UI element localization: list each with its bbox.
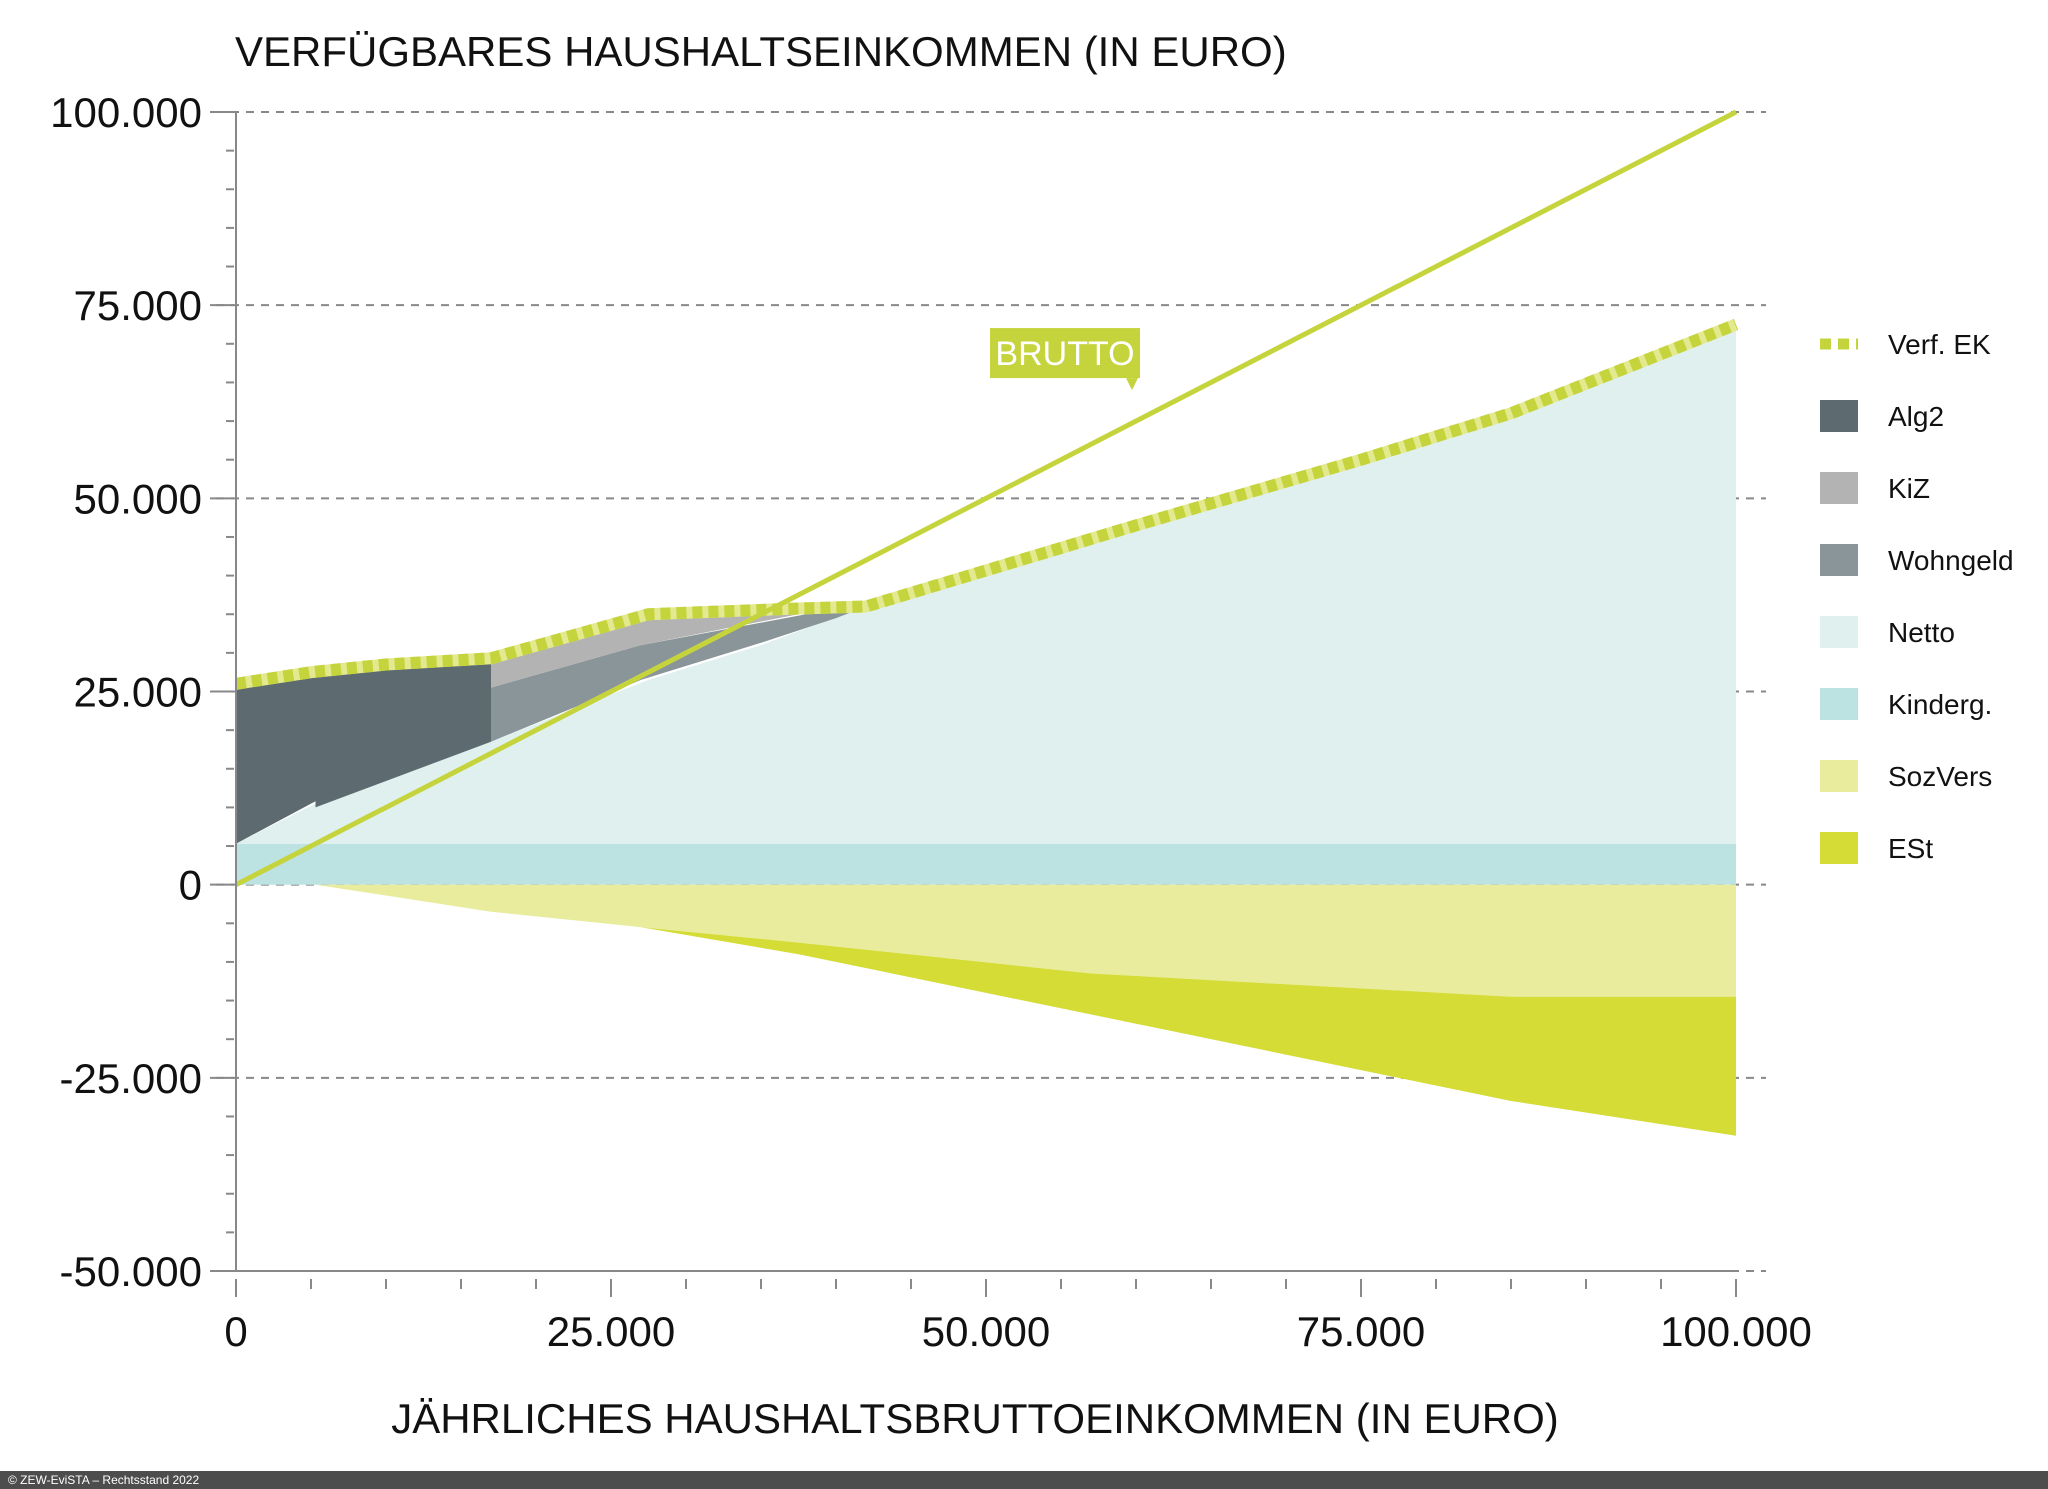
area-netto: [236, 328, 1736, 844]
area-series: [236, 328, 1736, 1136]
legend-label: Kinderg.: [1888, 689, 1992, 720]
x-tick-label: 75.000: [1297, 1308, 1425, 1355]
legend-label: Alg2: [1888, 401, 1944, 432]
brutto-label-box: [990, 328, 1140, 379]
legend-swatch: [1820, 760, 1858, 792]
line-series: [234, 109, 1739, 887]
area-wohngeld: [491, 606, 866, 742]
legend: Verf. EK Alg2 KiZ Wohngeld Netto Kinderg. SozV…: [1820, 329, 2014, 864]
legend-label: ESt: [1888, 833, 1933, 864]
legend-label: Wohngeld: [1888, 545, 2014, 576]
brutto-label-pointer: [1126, 378, 1138, 391]
area-kinderg: [236, 843, 1736, 885]
y-tick-label: -50.000: [60, 1248, 202, 1295]
legend-swatch: [1820, 472, 1858, 504]
x-axis-label: JÄHRLICHES HAUSHALTSBRUTTOEINKOMMEN (IN …: [391, 1395, 1559, 1442]
legend-label: Verf. EK: [1888, 329, 1991, 360]
x-tick-label: 50.000: [922, 1308, 1050, 1355]
tick-labels: -50.000 -25.000 0 25.000 50.000 75.000 100.000…: [50, 89, 1812, 1355]
y-tick-label: -25.000: [60, 1055, 202, 1102]
legend-swatch: [1820, 544, 1858, 576]
y-tick-label: 25.000: [74, 669, 202, 716]
brutto-annotation: BRUTTO: [990, 328, 1140, 391]
y-tick-label: 0: [179, 862, 202, 909]
legend-label: Netto: [1888, 617, 1955, 648]
footer-copyright: © ZEW-EviSTA – Rechtsstand 2022: [8, 1473, 200, 1487]
legend-label: SozVers: [1888, 761, 1992, 792]
area-kiz: [491, 606, 866, 688]
x-tick-label: 100.000: [1660, 1308, 1812, 1355]
legend-swatch: [1820, 832, 1858, 864]
x-tick-label: 25.000: [547, 1308, 675, 1355]
verf-ek-line-bg: [235, 318, 1739, 690]
brutto-line: [234, 109, 1738, 887]
brutto-label-text: BRUTTO: [995, 335, 1134, 373]
axes: [210, 111, 1737, 1297]
legend-swatch: [1820, 688, 1858, 720]
legend-swatch: [1820, 616, 1858, 648]
y-tick-label: 75.000: [74, 282, 202, 329]
chart-title: VERFÜGBARES HAUSHALTSEINKOMMEN (IN EURO): [235, 28, 1287, 75]
area-est: [641, 927, 1736, 1136]
y-tick-label: 50.000: [74, 475, 202, 522]
x-tick-label: 0: [224, 1308, 247, 1355]
area-sozvers: [315, 884, 1736, 997]
y-tick-label: 100.000: [50, 89, 202, 136]
area-alg2: [236, 662, 491, 844]
footer-bar: © ZEW-EviSTA – Rechtsstand 2022: [0, 1471, 2048, 1489]
legend-label: KiZ: [1888, 473, 1930, 504]
legend-swatch: [1820, 400, 1858, 432]
